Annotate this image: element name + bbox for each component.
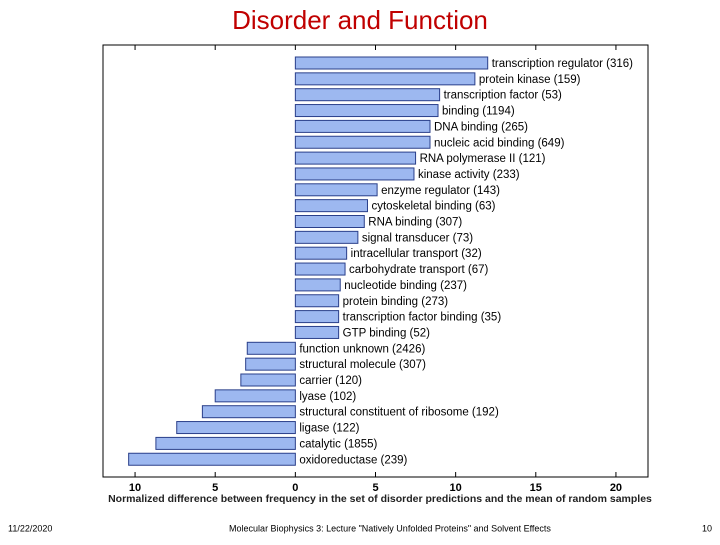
bar [240,373,296,387]
bar [294,104,439,118]
bar-label: ligase (122) [299,423,359,435]
bar [246,341,296,355]
footer-date: 11/22/2020 [8,523,52,533]
bar-label: transcription factor binding (35) [343,312,502,324]
bar-label: carrier (120) [299,375,362,387]
bar-label: structural constituent of ribosome (192) [299,407,499,419]
footer-text: Molecular Biophysics 3: Lecture "Nativel… [229,523,551,533]
bar-label: intracellular transport (32) [351,248,482,260]
bar [294,183,378,197]
x-axis-label: Normalized difference between frequency … [108,493,652,505]
bar-label: RNA binding (307) [368,217,462,229]
bar [128,452,296,466]
bar-label: protein kinase (159) [479,74,581,86]
bar [294,230,359,244]
x-tick-label: 20 [610,482,622,494]
bar-label: transcription factor (53) [444,90,562,102]
bar-label: carbohydrate transport (67) [349,264,489,276]
bar-label: lyase (102) [299,391,356,403]
bar [201,405,296,419]
bar [294,72,476,86]
bar-label: nucleic acid binding (649) [434,137,565,149]
bar [294,135,431,149]
bar-label: binding (1194) [442,106,515,118]
bar-label: enzyme regulator (143) [381,185,500,197]
x-tick-label: 10 [129,482,141,494]
bar-label: function unknown (2426) [299,343,425,355]
x-tick-label: 5 [212,482,218,494]
bar [294,325,340,339]
bar-label: nucleotide binding (237) [344,280,467,292]
bar [245,357,296,371]
x-tick-label: 10 [450,482,462,494]
bar [155,436,296,450]
bar [294,262,346,276]
bar-label: kinase activity (233) [418,169,520,181]
bar [294,278,341,292]
bar-label: RNA polymerase II (121) [420,153,546,165]
bar [214,389,296,403]
bar [294,310,340,324]
bar-label: protein binding (273) [343,296,449,308]
x-tick-label: 5 [372,482,378,494]
bar [294,246,348,260]
bar-label: oxidoreductase (239) [299,454,407,466]
bar-label: GTP binding (52) [343,327,431,339]
bar [294,215,365,228]
bar-label: signal transducer (73) [362,232,473,244]
slide-title: Disorder and Function [232,5,488,35]
bar [176,421,296,435]
bar [294,88,441,102]
x-tick-label: 15 [530,482,542,494]
bar [294,199,368,213]
bar-label: DNA binding (265) [434,121,528,133]
footer-page: 10 [702,523,712,533]
x-tick-label: 0 [292,482,298,494]
bar [294,56,489,70]
bar-label: catalytic (1855) [299,438,377,450]
bar-label: transcription regulator (316) [492,58,633,70]
bar [294,167,415,181]
bar [294,294,340,308]
bar [294,151,417,165]
bar [294,119,431,133]
bar-label: structural molecule (307) [299,359,426,371]
bar-label: cytoskeletal binding (63) [371,201,495,213]
